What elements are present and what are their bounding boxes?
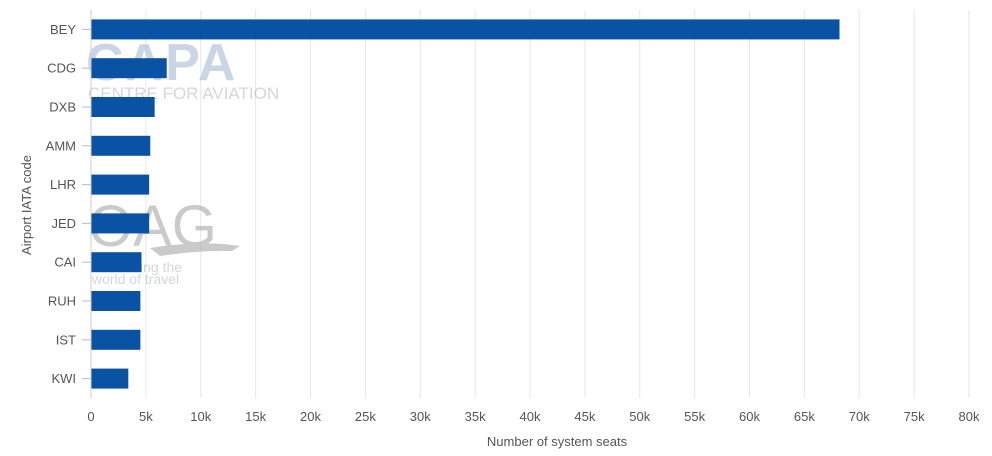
x-axis: 0 5k 10k 15k 20k 25k 30k 35k 40k 45k 50k 55k 60k 65k 7…: [87, 409, 980, 424]
bar-dxb[interactable]: [91, 97, 155, 117]
y-tick-label: DXB: [49, 100, 76, 115]
x-tick-label: 15k: [245, 409, 266, 424]
bar-bey[interactable]: [91, 19, 840, 40]
x-tick-label: 10k: [190, 409, 211, 424]
x-tick-label: 75k: [904, 409, 925, 424]
y-axis: BEY CDG DXB AMM LHR JED CAI RUH IST KWI: [46, 10, 92, 398]
y-tick-label: IST: [56, 332, 76, 347]
y-tick-label: CAI: [54, 255, 76, 270]
y-tick-label: KWI: [51, 371, 76, 386]
bar-cai[interactable]: [91, 252, 142, 273]
bar-cdg[interactable]: [91, 58, 167, 79]
x-tick-label: 30k: [410, 409, 431, 424]
y-tick-label: BEY: [50, 22, 76, 37]
x-tick-label: 60k: [739, 409, 760, 424]
gridlines: [90, 10, 970, 398]
x-tick-label: 65k: [794, 409, 815, 424]
y-tick-label: CDG: [47, 61, 76, 76]
x-tick-label: 20k: [300, 409, 321, 424]
x-axis-title: Number of system seats: [487, 434, 628, 449]
bar-lhr[interactable]: [91, 174, 150, 195]
x-tick-label: 0: [87, 409, 94, 424]
bar-jed[interactable]: [91, 213, 150, 234]
bar-ruh[interactable]: [91, 291, 141, 311]
bar-ist[interactable]: [91, 329, 141, 350]
y-tick-label: AMM: [46, 138, 76, 153]
bar-amm[interactable]: [91, 135, 151, 156]
y-tick-label: LHR: [50, 177, 76, 192]
x-tick-label: 5k: [139, 409, 153, 424]
y-tick-label: RUH: [48, 294, 76, 309]
oag-watermark-tagline-2: world of travel: [91, 271, 179, 287]
x-tick-label: 50k: [629, 409, 650, 424]
x-tick-label: 45k: [574, 409, 595, 424]
y-axis-title: Airport IATA code: [19, 155, 34, 255]
y-tick-label: JED: [51, 216, 76, 231]
x-tick-label: 40k: [520, 409, 541, 424]
plane-swoosh-icon: [150, 243, 240, 256]
x-tick-label: 35k: [465, 409, 486, 424]
x-tick-label: 25k: [355, 409, 376, 424]
oag-watermark-tagline-1: ing the: [140, 259, 182, 275]
x-tick-label: 55k: [684, 409, 705, 424]
bars: [91, 19, 840, 389]
x-tick-label: 70k: [849, 409, 870, 424]
bar-kwi[interactable]: [91, 368, 129, 389]
x-tick-label: 80k: [959, 409, 980, 424]
